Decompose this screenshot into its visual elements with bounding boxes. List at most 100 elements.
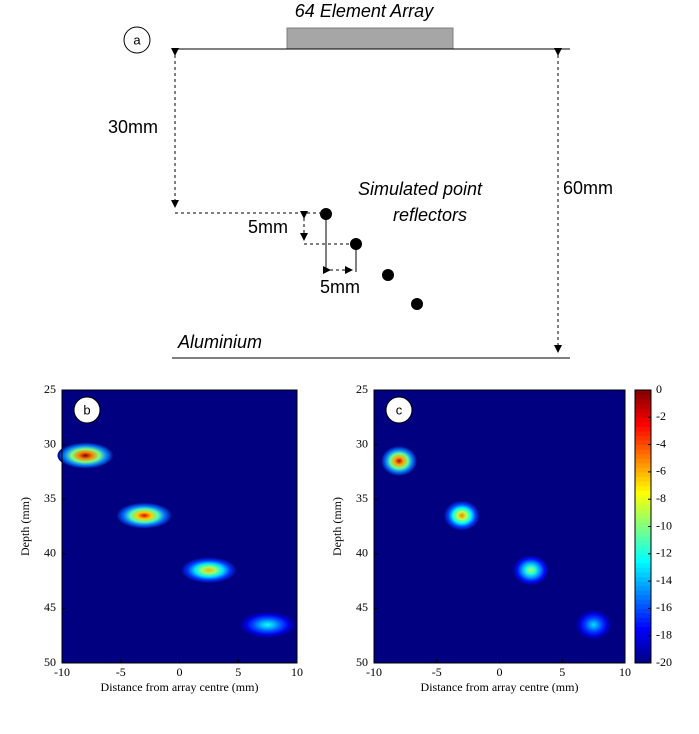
x-axis-label: Distance from array centre (mm): [101, 680, 259, 694]
x-tick-label: 5: [559, 665, 565, 679]
colorbar-tick-label: -4: [656, 436, 666, 450]
colorbar-strip: [635, 513, 651, 518]
reflector: [350, 238, 362, 250]
y-tick-label: 45: [356, 600, 368, 614]
colorbar-strip: [635, 436, 651, 441]
reflector-blob: [181, 557, 237, 583]
colorbar-strip: [635, 572, 651, 577]
colorbar-strip: [635, 627, 651, 632]
colorbar-strip: [635, 390, 651, 395]
array-label: 64 Element Array: [295, 1, 434, 21]
colorbar-strip: [635, 463, 651, 468]
colorbar-strip: [635, 417, 651, 422]
colorbar-tick-label: -18: [656, 627, 672, 641]
x-tick-label: 0: [497, 665, 503, 679]
y-tick-label: 25: [356, 382, 368, 396]
y-tick-label: 45: [44, 600, 56, 614]
colorbar-strip: [635, 618, 651, 623]
colorbar-strip: [635, 431, 651, 436]
colorbar-strip: [635, 536, 651, 541]
y-tick-label: 50: [356, 655, 368, 669]
reflector-blob: [116, 503, 172, 529]
y-tick-label: 30: [44, 436, 56, 450]
colorbar-strip: [635, 590, 651, 595]
array: [287, 28, 453, 49]
colorbar-strip: [635, 490, 651, 495]
colorbar-tick-label: -2: [656, 409, 666, 423]
y-tick-label: 35: [356, 491, 368, 505]
colorbar-strip: [635, 422, 651, 427]
horizontal-spacing-label: 5mm: [320, 277, 360, 297]
panel-label: c: [396, 402, 403, 417]
y-tick-label: 50: [44, 655, 56, 669]
reflector-blob: [240, 612, 296, 638]
colorbar-strip: [635, 508, 651, 513]
y-axis-label: Depth (mm): [330, 497, 344, 556]
y-tick-label: 25: [44, 382, 56, 396]
x-tick-label: -5: [432, 665, 442, 679]
x-tick-label: 10: [619, 665, 631, 679]
colorbar-strip: [635, 640, 651, 645]
colorbar-strip: [635, 408, 651, 413]
reflector: [320, 208, 332, 220]
colorbar-strip: [635, 404, 651, 409]
figure: a 64 Element Array Aluminium 30mm 5mm 5m…: [0, 0, 699, 734]
colorbar-strip: [635, 545, 651, 550]
colorbar-strip: [635, 517, 651, 522]
depth-label: 30mm: [108, 117, 158, 137]
colorbar-strip: [635, 531, 651, 536]
reflector-blob: [381, 446, 417, 476]
colorbar-strip: [635, 613, 651, 618]
colorbar-tick-label: -10: [656, 518, 672, 532]
reflector-blob: [513, 555, 549, 585]
y-tick-label: 40: [44, 546, 56, 560]
colorbar-strip: [635, 454, 651, 459]
reflector-label: Simulated point: [358, 179, 483, 199]
colorbar-strip: [635, 563, 651, 568]
diagram: a 64 Element Array Aluminium 30mm 5mm 5m…: [108, 1, 613, 358]
colorbar-strip: [635, 499, 651, 504]
y-tick-label: 35: [44, 491, 56, 505]
colorbar-strip: [635, 622, 651, 627]
reflector-blob: [576, 610, 612, 640]
colorbar-tick-label: -6: [656, 464, 666, 478]
x-tick-label: -10: [54, 665, 70, 679]
colorbar-strip: [635, 504, 651, 509]
colorbar-strip: [635, 649, 651, 654]
vertical-spacing-label: 5mm: [248, 217, 288, 237]
colorbar-strip: [635, 481, 651, 486]
colorbar-strip: [635, 645, 651, 650]
reflector: [382, 269, 394, 281]
reflector: [411, 298, 423, 310]
colorbar-tick-label: -16: [656, 600, 672, 614]
colorbar-tick-label: -12: [656, 546, 672, 560]
panel-label: a: [133, 32, 141, 47]
colorbar-strip: [635, 595, 651, 600]
colorbar-strip: [635, 449, 651, 454]
x-tick-label: 10: [291, 665, 303, 679]
colorbar-strip: [635, 636, 651, 641]
y-tick-label: 30: [356, 436, 368, 450]
colorbar-strip: [635, 527, 651, 532]
colorbar-strip: [635, 586, 651, 591]
colorbar-strip: [635, 558, 651, 563]
colorbar-strip: [635, 399, 651, 404]
x-tick-label: -10: [366, 665, 382, 679]
colorbar-strip: [635, 554, 651, 559]
reflector-blob: [444, 501, 480, 531]
colorbar-strip: [635, 540, 651, 545]
material-label: Aluminium: [177, 332, 262, 352]
colorbar-strip: [635, 458, 651, 463]
reflector-label: reflectors: [393, 205, 467, 225]
colorbar-strip: [635, 426, 651, 431]
x-axis-label: Distance from array centre (mm): [421, 680, 579, 694]
colorbar-tick-label: -8: [656, 491, 666, 505]
colorbar-strip: [635, 476, 651, 481]
total-label: 60mm: [563, 178, 613, 198]
colorbar-strip: [635, 472, 651, 477]
x-tick-label: 0: [177, 665, 183, 679]
colorbar-strip: [635, 567, 651, 572]
x-tick-label: 5: [235, 665, 241, 679]
colorbar-tick-label: 0: [656, 382, 662, 396]
panel-label: b: [83, 402, 90, 417]
